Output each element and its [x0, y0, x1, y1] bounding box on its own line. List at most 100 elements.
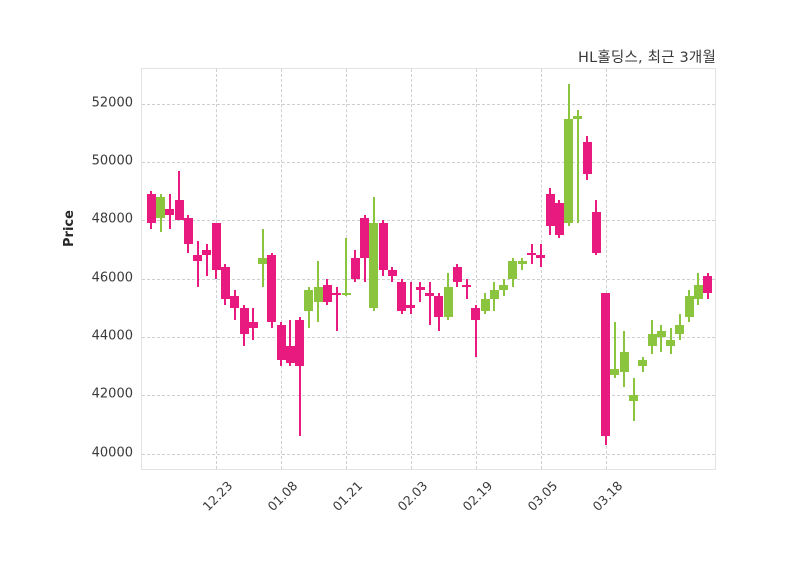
candle-wick: [465, 278, 468, 300]
gridline-horizontal: [142, 103, 715, 105]
candle-body: [230, 296, 240, 308]
candle-body: [554, 203, 564, 236]
candle-wick: [178, 170, 181, 221]
candle-wick: [289, 319, 292, 367]
candle-wick: [205, 243, 208, 276]
candle-body: [610, 369, 620, 375]
candle-body: [322, 284, 332, 303]
candle-body: [425, 293, 434, 297]
candle-body: [341, 293, 351, 296]
candle-body: [276, 325, 286, 361]
candle-wick: [428, 281, 431, 326]
candle-body: [582, 141, 592, 174]
candle-body: [601, 293, 611, 437]
gridline-horizontal: [142, 337, 715, 338]
candle-body: [489, 290, 499, 300]
candle-wick: [419, 281, 422, 303]
candle-body: [220, 267, 230, 300]
candle-body: [573, 115, 583, 119]
y-tick-label: 50000: [91, 153, 133, 169]
candle-wick: [409, 281, 412, 314]
candle-body: [295, 319, 305, 367]
candle-body: [629, 395, 639, 402]
candle-wick: [261, 229, 264, 288]
candle-wick: [345, 237, 348, 297]
candle-body: [146, 194, 156, 224]
candle-body: [703, 275, 713, 294]
gridline-horizontal: [142, 220, 715, 222]
x-tick-label: 02.03: [394, 478, 431, 514]
candle-wick: [660, 325, 663, 352]
candle-body: [183, 217, 193, 244]
candle-body: [239, 307, 249, 335]
candle-body: [285, 345, 295, 364]
candle-body: [666, 339, 676, 346]
candle-body: [591, 211, 601, 253]
y-tick-label: 46000: [91, 270, 133, 286]
y-tick-label: 52000: [91, 95, 133, 111]
y-axis-label: Price: [62, 210, 77, 247]
x-tick-label: 03.18: [589, 478, 626, 514]
plot-area: [141, 68, 716, 470]
candle-body: [656, 331, 666, 337]
candle-body: [675, 325, 685, 335]
candle-wick: [613, 322, 616, 378]
candle-body: [499, 284, 509, 291]
gridline-vertical: [540, 69, 542, 469]
candle-body: [619, 351, 629, 372]
candle-body: [387, 270, 397, 276]
candle-body: [545, 194, 555, 227]
candle-body: [193, 255, 203, 262]
x-tick-label: 01.21: [329, 478, 366, 514]
candle-body: [174, 200, 184, 221]
x-tick-label: 03.05: [524, 478, 561, 514]
y-tick-label: 48000: [91, 211, 133, 227]
candle-body: [202, 249, 212, 256]
candle-body: [360, 217, 370, 259]
candle-body: [638, 360, 648, 367]
gridline-horizontal: [142, 395, 715, 397]
candle-body: [397, 281, 407, 311]
candle-wick: [474, 304, 477, 358]
candle-body: [267, 255, 277, 323]
candle-body: [378, 223, 388, 270]
candle-body: [258, 258, 268, 265]
candle-body: [536, 255, 546, 259]
candle-body: [434, 296, 444, 317]
gridline-vertical: [281, 69, 283, 469]
y-tick-label: 42000: [91, 386, 133, 402]
candle-wick: [298, 316, 301, 437]
candle-body: [527, 252, 537, 256]
candle-body: [313, 287, 323, 303]
x-tick-label: 12.23: [199, 478, 236, 514]
candle-body: [564, 118, 574, 224]
gridline-horizontal: [142, 162, 715, 164]
candle-wick: [521, 258, 524, 270]
gridline-vertical: [605, 69, 607, 469]
candle-body: [332, 293, 342, 296]
candle-body: [508, 261, 518, 279]
candle-body: [647, 334, 657, 346]
y-tick-label: 40000: [91, 445, 133, 461]
candle-body: [462, 284, 472, 287]
candle-body: [165, 208, 175, 215]
candle-body: [304, 290, 314, 311]
candle-body: [693, 284, 703, 300]
candle-body: [471, 307, 481, 320]
gridline-vertical: [475, 69, 477, 469]
chart-title: HL홀딩스, 최근 3개월: [577, 50, 716, 66]
candle-wick: [196, 240, 199, 288]
candle-body: [369, 223, 379, 308]
gridline-vertical: [410, 69, 412, 469]
candle-body: [248, 322, 258, 329]
candle-body: [415, 287, 425, 291]
candle-body: [443, 287, 453, 317]
candle-wick: [335, 287, 338, 332]
candle-body: [156, 197, 166, 218]
gridline-horizontal: [142, 453, 715, 455]
gridline-horizontal: [142, 278, 715, 280]
y-tick-label: 44000: [91, 328, 133, 344]
candle-body: [350, 258, 360, 279]
x-tick-label: 02.19: [459, 478, 496, 514]
